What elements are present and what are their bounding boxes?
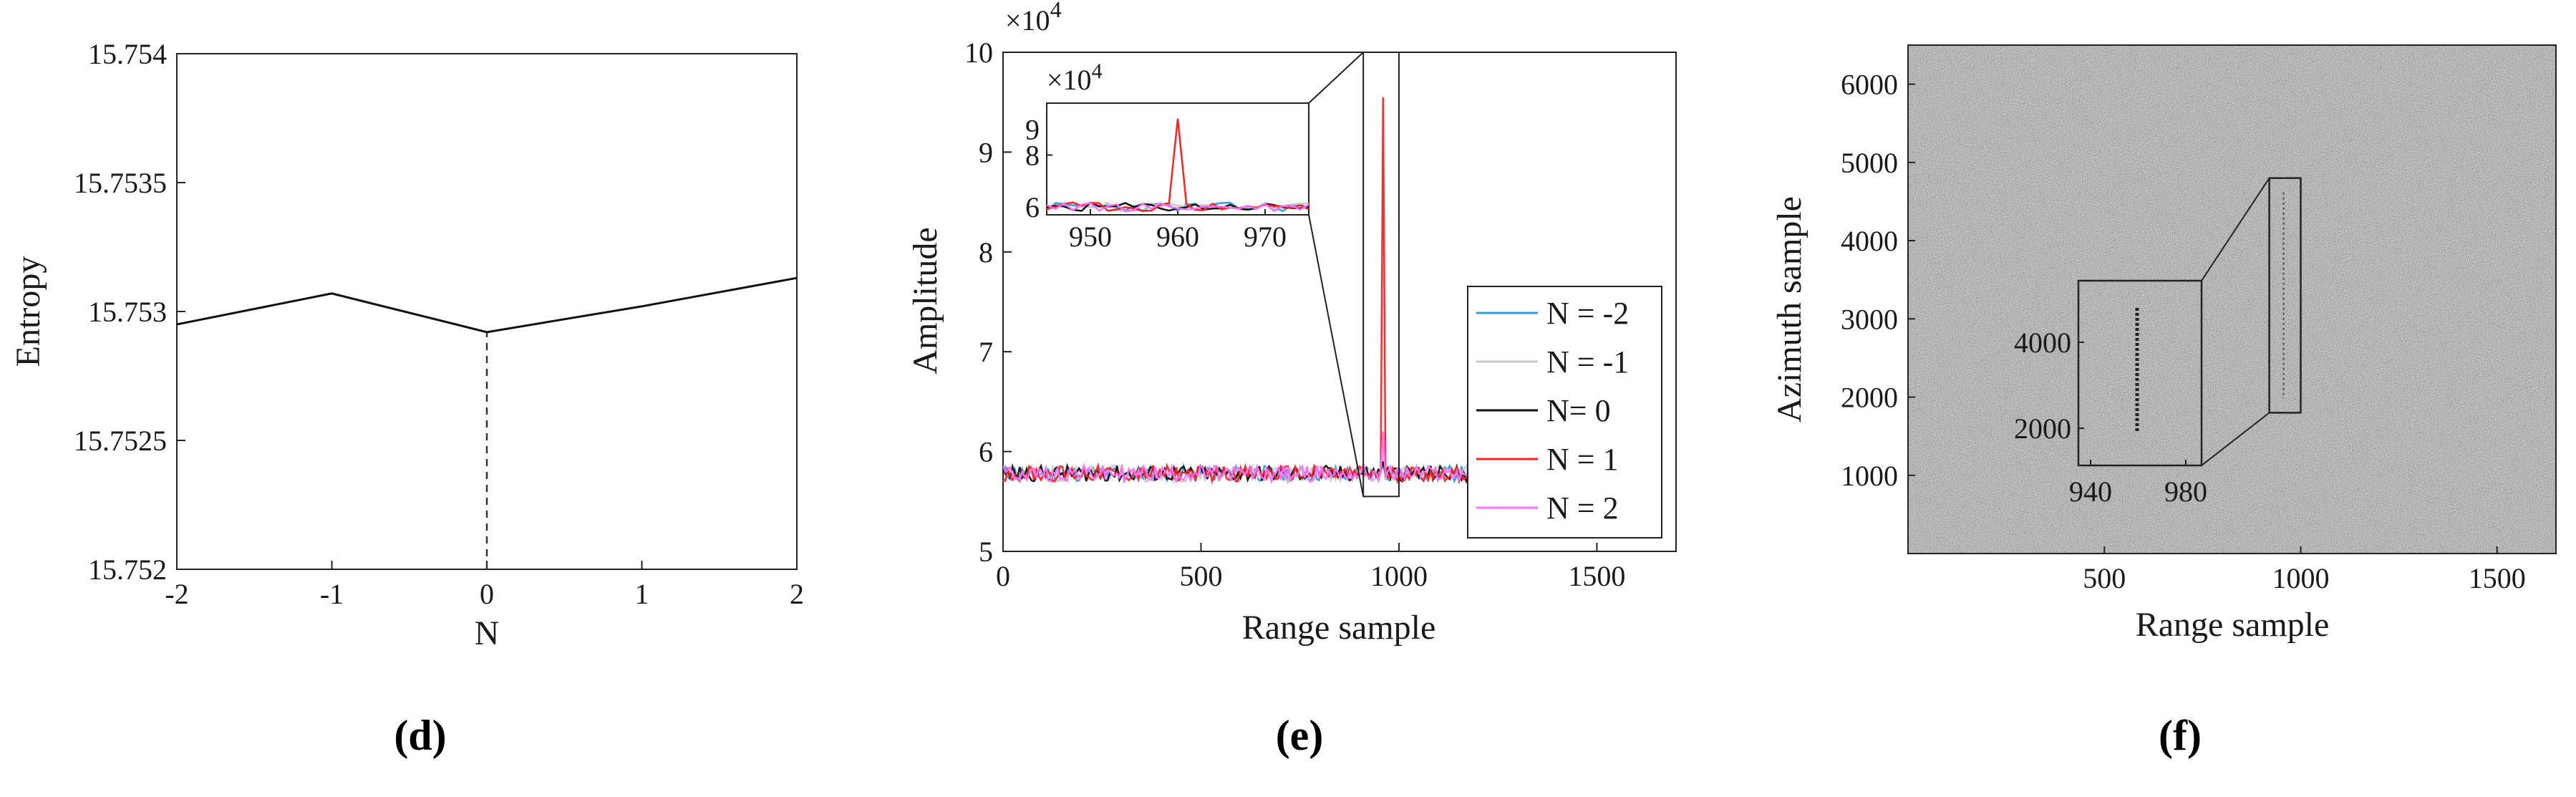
y-axis-label: Azimuth sample [1771, 196, 1808, 422]
inset-y-tick-label: 2000 [2014, 412, 2071, 445]
y-tick-label: 5 [979, 536, 993, 568]
x-tick-label: 1000 [1370, 560, 1428, 592]
exponent-label: ×104 [1005, 0, 1062, 37]
entropy-series-line [176, 276, 798, 334]
zoom-connector [2201, 178, 2270, 281]
y-tick-label: 15.754 [88, 38, 167, 70]
x-tick-label: -2 [165, 578, 188, 610]
inset-noise [2078, 281, 2202, 465]
x-tick-label: 1500 [1568, 560, 1625, 592]
inset-plot: 6 89 950 960 970 ×104 [1025, 59, 1309, 253]
x-tick-label: 1 [635, 578, 649, 610]
legend-box [1467, 286, 1662, 538]
y-axis-label: Amplitude [906, 227, 944, 374]
inset-exponent-label: ×104 [1047, 59, 1103, 96]
legend-label: N= 0 [1546, 393, 1611, 428]
y-tick-label: 15.7525 [74, 425, 167, 457]
y-tick-label: 15.7535 [74, 167, 167, 199]
y-tick-label: 10 [964, 37, 993, 69]
inset-series-line [1046, 202, 1309, 213]
y-axis-label: Entropy [9, 256, 47, 367]
inset-frame [2077, 279, 2203, 467]
inset-x-tick-label: 940 [2069, 475, 2112, 508]
x-tick-label: -1 [320, 578, 344, 610]
panel-caption: (f) [2159, 712, 2202, 759]
x-axis-label: N [475, 614, 500, 652]
inset-x-tick-label: 970 [1244, 221, 1287, 253]
series-line [1003, 431, 1498, 485]
zoom-connector [2201, 412, 2270, 466]
inset-y-tick-label: 6 [1025, 191, 1040, 223]
zoom-box [1362, 52, 1400, 498]
panel-f-sar-image: 1000 2000 3000 4000 5000 6000 500 1000 1500 200… [1771, 44, 2557, 759]
legend: N = -2 N = -1 N= 0 N = 1 N = 2 [1467, 286, 1662, 538]
legend-label: N = -1 [1546, 344, 1629, 380]
legend-label: N = -2 [1546, 296, 1629, 331]
inset-x-tick-label: 980 [2164, 475, 2207, 508]
x-tick-label: 2 [790, 578, 804, 610]
y-tick-label: 5000 [1841, 147, 1898, 179]
y-tick-label: 15.753 [88, 296, 167, 328]
y-tick-label: 6000 [1841, 69, 1898, 101]
y-tick-label: 8 [979, 236, 993, 269]
x-tick-label: 500 [2083, 562, 2126, 594]
panel-caption: (e) [1276, 712, 1324, 759]
plot-frame [1907, 44, 2557, 554]
y-tick-label: 4000 [1841, 225, 1898, 257]
inset-x-tick-label: 950 [1069, 221, 1112, 253]
x-tick-label: 1000 [2272, 562, 2329, 594]
panel-d-entropy-chart: 15.752 15.7525 15.753 15.7535 15.754 -2 -1 0 1 2… [9, 38, 804, 759]
inset-image: 2000 4000 940 980 [2014, 279, 2207, 508]
y-tick-label: 3000 [1841, 303, 1898, 335]
zoom-connector [1308, 52, 1364, 104]
inset-y-tick-label: 4000 [2014, 327, 2071, 359]
y-tick-label: 15.752 [88, 554, 167, 586]
x-axis-label: Range sample [2136, 606, 2330, 644]
y-tick-label: 2000 [1841, 382, 1898, 414]
inset-y-tick-label: 9 [1025, 113, 1040, 145]
zoom-connector [1308, 214, 1365, 497]
plot-frame [176, 53, 798, 570]
y-tick-label: 1000 [1841, 460, 1898, 492]
speckle-noise-image [1908, 45, 2556, 554]
panel-caption: (d) [394, 712, 446, 759]
inset-y-tick-label: 8 [1025, 140, 1040, 172]
y-tick-label: 7 [979, 336, 993, 368]
inset-x-tick-label: 960 [1156, 221, 1199, 253]
x-tick-label: 0 [480, 578, 494, 610]
x-tick-label: 1500 [2469, 562, 2526, 594]
y-tick-label: 6 [979, 436, 993, 468]
target-box [2268, 177, 2302, 414]
x-axis-label: Range sample [1242, 609, 1436, 647]
y-tick-label: 9 [979, 136, 993, 168]
legend-label: N = 1 [1546, 442, 1619, 477]
x-tick-label: 500 [1179, 560, 1222, 592]
legend-label: N = 2 [1546, 491, 1619, 526]
x-tick-label: 0 [996, 560, 1010, 592]
